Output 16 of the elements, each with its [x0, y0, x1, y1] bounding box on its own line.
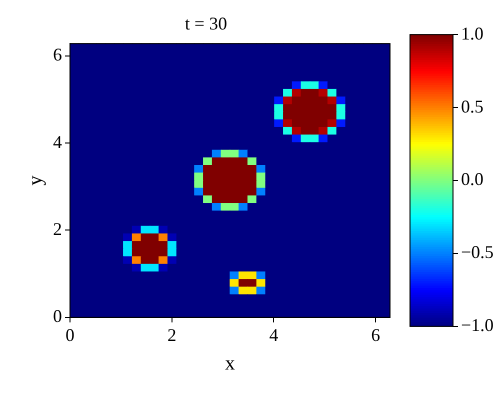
x-tick-label: 4 — [269, 324, 278, 345]
y-tick-label: 4 — [53, 132, 62, 152]
x-axis-title: x — [225, 352, 235, 374]
chart-title: t = 30 — [184, 14, 228, 34]
x-tick-label: 0 — [66, 324, 74, 345]
color-bar-label: 0.5 — [461, 96, 484, 116]
color-bar-label: 0.0 — [461, 169, 484, 190]
y-tick-label: 2 — [53, 218, 62, 239]
y-tick-label: 6 — [53, 44, 62, 65]
y-axis-title: y — [24, 176, 46, 186]
x-tick-label: 2 — [167, 324, 176, 345]
y-tick-label: 0 — [53, 306, 62, 326]
color-bar-label: −0.5 — [461, 242, 494, 262]
x-tick-label: 6 — [371, 324, 380, 345]
color-bar-label: −1.0 — [461, 315, 494, 336]
color-bar-label: 1.0 — [461, 23, 484, 44]
